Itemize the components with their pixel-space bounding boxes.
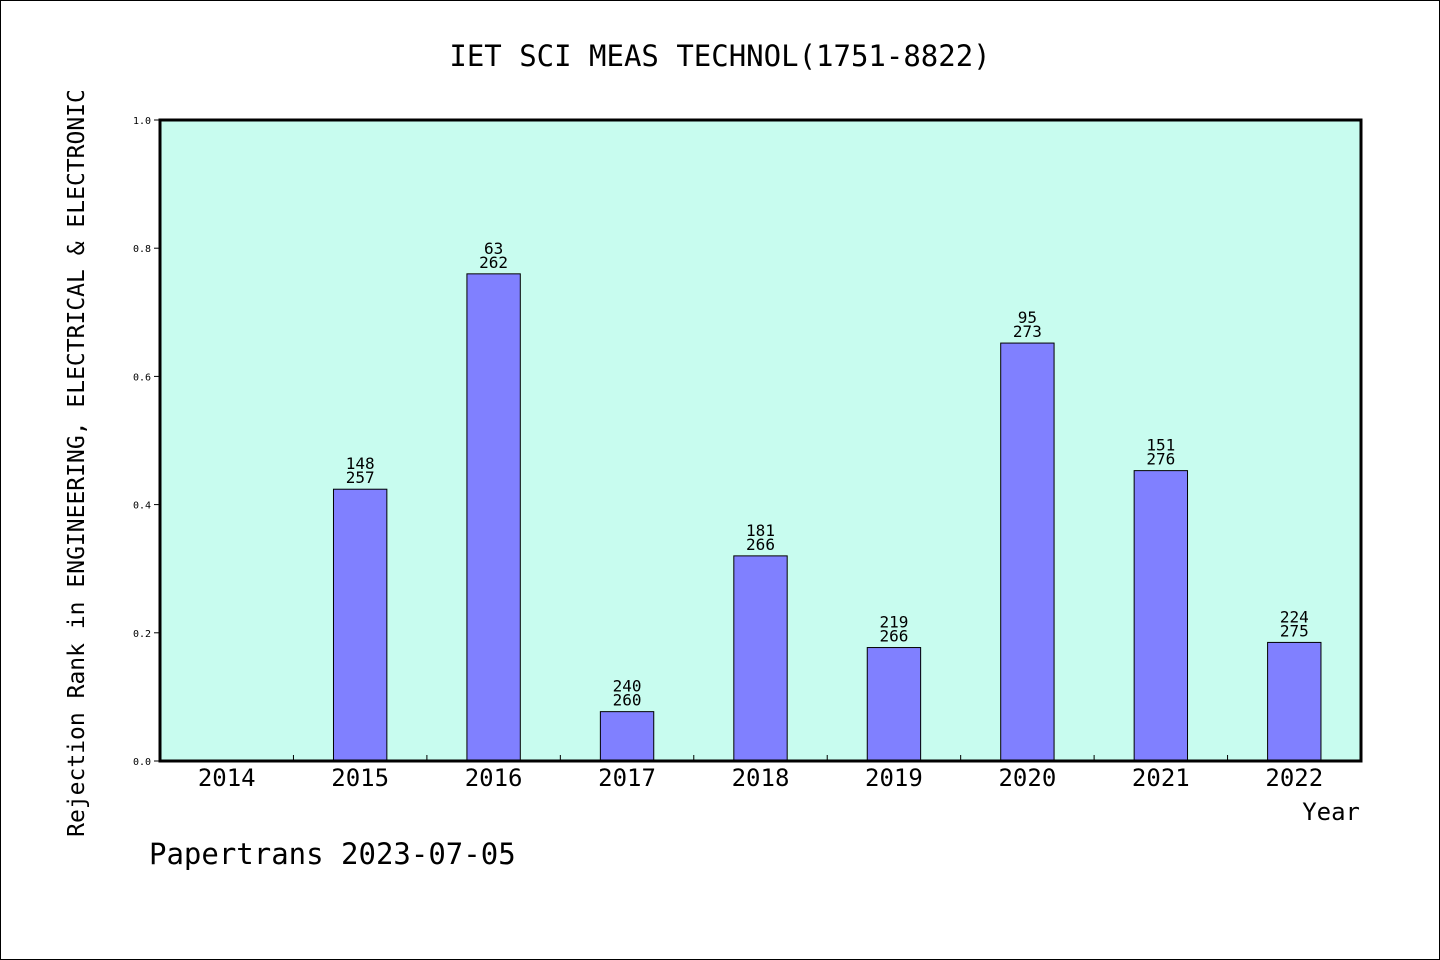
bar-total-label: 266 bbox=[879, 627, 908, 646]
y-tick-label: 1.0 bbox=[133, 116, 151, 127]
y-tick-label: 0.4 bbox=[133, 501, 151, 512]
bar-rank-label: 219 bbox=[879, 613, 908, 632]
y-axis-ticks: 0.0 0.2 0.4 0.6 0.8 1.0 bbox=[133, 116, 160, 768]
bar-rank-label: 224 bbox=[1280, 607, 1309, 626]
x-tick-label: 2015 bbox=[331, 764, 389, 792]
footer-text: Papertrans 2023-07-05 bbox=[149, 837, 516, 871]
x-tick-label: 2021 bbox=[1132, 764, 1190, 792]
bars bbox=[332, 273, 1322, 762]
bar-rank-label: 240 bbox=[613, 677, 642, 696]
bar bbox=[1000, 342, 1055, 762]
bar bbox=[1267, 641, 1322, 762]
y-tick-label: 0.0 bbox=[133, 757, 151, 768]
bar bbox=[1133, 470, 1189, 762]
bar bbox=[733, 555, 788, 762]
x-tick-label: 2019 bbox=[865, 764, 923, 792]
y-axis-label: Rejection Rank in ENGINEERING, ELECTRICA… bbox=[64, 89, 90, 837]
x-tick-label: 2020 bbox=[998, 764, 1056, 792]
bar-total-label: 257 bbox=[346, 468, 375, 487]
bar-total-label: 266 bbox=[746, 535, 775, 554]
bar-total-label: 275 bbox=[1280, 621, 1309, 640]
x-tick-label: 2022 bbox=[1265, 764, 1323, 792]
bar bbox=[466, 273, 521, 762]
x-tick-label: 2018 bbox=[732, 764, 790, 792]
bar-total-label: 273 bbox=[1013, 322, 1042, 341]
bar-total-label: 260 bbox=[613, 691, 642, 710]
x-tick-label: 2016 bbox=[465, 764, 523, 792]
y-tick-label: 0.6 bbox=[133, 372, 151, 383]
y-tick-label: 0.2 bbox=[133, 629, 151, 640]
x-axis-label: Year bbox=[1302, 798, 1360, 826]
bar-rank-label: 148 bbox=[346, 454, 375, 473]
bar-rank-label: 151 bbox=[1146, 436, 1175, 455]
bar bbox=[599, 711, 655, 762]
bar-rank-label: 181 bbox=[746, 521, 775, 540]
bar bbox=[866, 647, 922, 762]
bar-rank-label: 95 bbox=[1018, 308, 1037, 327]
bar-labels: 1482576326224026018126621926695273151276… bbox=[346, 239, 1309, 710]
x-axis-ticks: 2014 2015 2016 2017 2018 2019 2020 2021 2022 bbox=[198, 755, 1323, 792]
plot-border bbox=[158, 118, 1363, 763]
x-tick-label: 2017 bbox=[598, 764, 656, 792]
y-tick-label: 0.8 bbox=[133, 244, 151, 255]
chart-title: IET SCI MEAS TECHNOL(1751-8822) bbox=[449, 39, 990, 73]
bar-total-label: 262 bbox=[479, 253, 508, 272]
x-tick-label: 2014 bbox=[198, 764, 256, 792]
bar-total-label: 276 bbox=[1146, 450, 1175, 469]
bar bbox=[332, 488, 388, 762]
bar-rank-label: 63 bbox=[484, 239, 503, 258]
